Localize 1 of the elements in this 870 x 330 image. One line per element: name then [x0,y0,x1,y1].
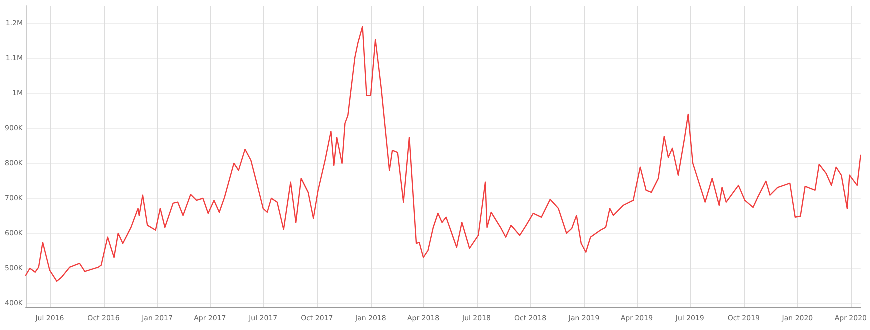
line-series [25,26,862,282]
